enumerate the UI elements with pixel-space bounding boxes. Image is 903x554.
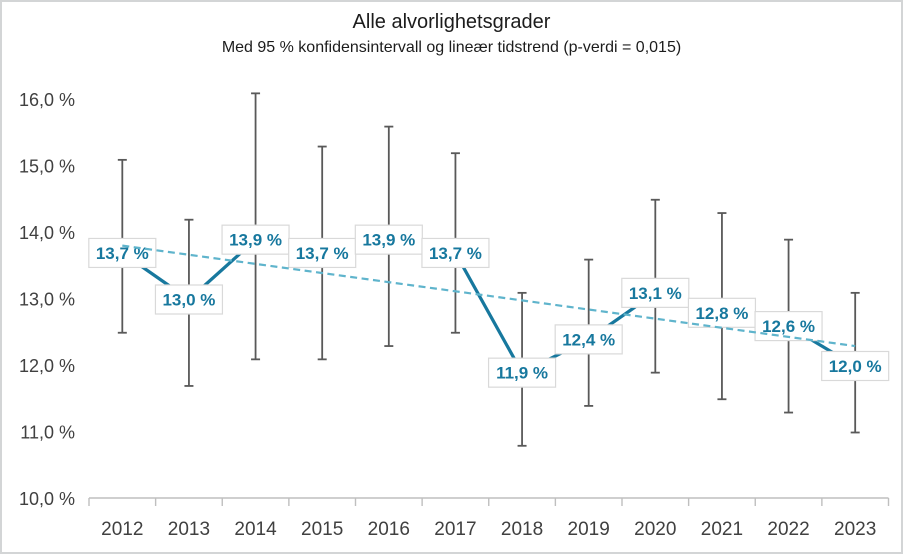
data-point-label: 13,7 % (88, 237, 157, 269)
x-tick-label: 2019 (568, 519, 610, 540)
data-label-box (421, 237, 490, 269)
chart-subtitle: Med 95 % konfidensintervall og lineær ti… (221, 39, 682, 56)
data-label: 11,9 % (496, 364, 548, 383)
data-label-box (754, 311, 823, 342)
data-point-label: 13,9 % (221, 224, 290, 255)
data-label-box (821, 350, 890, 382)
data-point-label: 13,7 % (421, 237, 490, 269)
data-label: 13,7 % (296, 244, 349, 263)
data-label: 12,0 % (829, 357, 882, 376)
data-label: 12,4 % (562, 330, 615, 349)
y-tick-label: 16,0 % (19, 90, 75, 110)
data-label: 13,9 % (362, 231, 415, 250)
data-label: 13,0 % (162, 291, 215, 310)
data-label-box (621, 277, 690, 308)
y-tick-label: 13,0 % (19, 290, 75, 310)
data-label-box (154, 284, 224, 315)
x-tick-label: 2017 (434, 519, 476, 540)
data-label-box (687, 297, 757, 328)
x-tick-label: 2020 (634, 519, 676, 540)
data-point-label: 12,4 % (554, 324, 623, 355)
x-tick-label: 2013 (168, 519, 210, 540)
x-tick-label: 2014 (234, 519, 277, 540)
data-label: 12,8 % (695, 304, 748, 323)
data-point-label: 13,0 % (154, 284, 224, 315)
x-tick-label: 2016 (368, 519, 410, 540)
x-tick-label: 2012 (101, 519, 143, 540)
y-tick-label: 12,0 % (19, 356, 75, 376)
data-label: 13,1 % (629, 284, 682, 303)
x-tick-label: 2015 (301, 519, 343, 540)
data-point-label: 12,0 % (821, 350, 890, 382)
y-tick-label: 10,0 % (19, 489, 75, 509)
chart-title: Alle alvorlighetsgrader (352, 11, 551, 33)
data-point-label: 11,9 % (487, 357, 557, 388)
data-label: 13,7 % (429, 244, 482, 263)
data-label-box (554, 324, 623, 355)
data-label-box (487, 357, 557, 388)
data-label-box (88, 237, 157, 269)
data-point-label: 13,1 % (621, 277, 690, 308)
data-label: 13,7 % (96, 244, 149, 263)
trend-line (122, 244, 856, 348)
data-point-label: 13,9 % (354, 224, 423, 255)
x-tick-label: 2021 (701, 519, 743, 540)
y-tick-label: 15,0 % (19, 157, 75, 177)
data-point-label: 13,7 % (288, 237, 357, 269)
data-point-label: 12,6 % (754, 311, 823, 342)
data-label: 13,9 % (229, 231, 282, 250)
x-tick-label: 2018 (501, 519, 543, 540)
y-tick-label: 14,0 % (19, 223, 75, 243)
x-tick-label: 2022 (767, 519, 809, 540)
data-point-label: 12,8 % (687, 297, 757, 328)
data-label-box (221, 224, 290, 255)
data-label-box (288, 237, 357, 269)
data-label: 12,6 % (762, 317, 815, 336)
x-tick-label: 2023 (834, 519, 876, 540)
y-tick-label: 11,0 % (20, 423, 75, 443)
data-label-box (354, 224, 423, 255)
